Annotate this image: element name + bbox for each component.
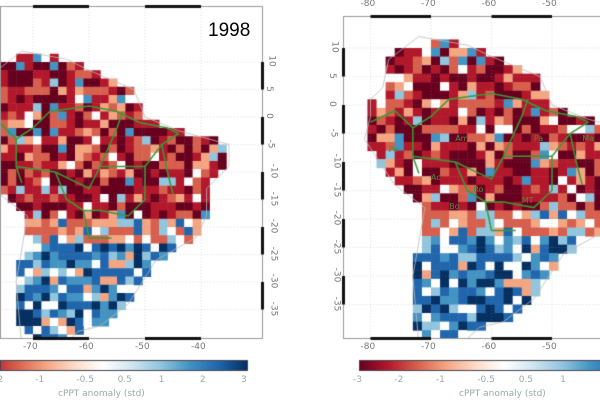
y-tick: -30 xyxy=(268,273,279,289)
map-year-label: 1998 xyxy=(208,20,251,41)
x-tick-bottom: -50 xyxy=(542,342,557,352)
region-label: Ro xyxy=(473,184,484,194)
region-label: Am xyxy=(455,133,469,143)
colorbar-label: cPPT anomaly (std) xyxy=(459,389,546,399)
region-label: Pe xyxy=(388,144,399,154)
y-tick: -5 xyxy=(328,128,339,137)
x-tick-bottom: -60 xyxy=(79,342,94,352)
y-tick: 10 xyxy=(329,41,340,53)
x-tick-bottom: -40 xyxy=(191,342,206,352)
colorbar-tick: -1 xyxy=(435,375,445,385)
region-label: MT xyxy=(521,196,534,206)
x-tick-top: -70 xyxy=(421,0,436,9)
y-tick: -25 xyxy=(268,246,279,261)
colorbar-tick: -2 xyxy=(0,375,4,385)
x-tick-bottom: -80 xyxy=(360,342,376,352)
y-tick: -10 xyxy=(268,163,279,179)
x-tick-bottom: -60 xyxy=(481,342,497,352)
y-tick: -15 xyxy=(268,191,279,206)
y-tick: 10 xyxy=(266,55,277,67)
colorbar-tick: 2 xyxy=(199,375,206,385)
colorbar-tick: 0.5 xyxy=(117,375,132,385)
region-label: Ac xyxy=(431,173,441,183)
x-tick-top: -80 xyxy=(360,0,376,9)
x-tick-bottom: -50 xyxy=(135,342,150,352)
y-tick: -15 xyxy=(331,182,342,197)
region-label: Pa xyxy=(533,133,544,143)
colorbar-tick: -3 xyxy=(353,375,362,385)
y-tick: -30 xyxy=(331,267,342,283)
colorbar-tick: 0.5 xyxy=(518,375,534,385)
y-tick: -20 xyxy=(268,218,279,234)
y-tick: -35 xyxy=(331,296,342,311)
colorbar-tick: 3 xyxy=(241,375,247,385)
y-tick: -35 xyxy=(268,301,279,316)
y-tick: -5 xyxy=(265,139,276,148)
colorbar-tick: -0.5 xyxy=(477,375,495,385)
x-tick-bottom: -70 xyxy=(421,342,436,352)
y-tick: 5 xyxy=(326,72,337,79)
x-tick-top: -50 xyxy=(542,0,557,9)
colorbar-label: cPPT anomaly (std) xyxy=(58,389,145,399)
y-tick: -20 xyxy=(331,210,342,226)
y-tick: 0 xyxy=(326,101,337,107)
colorbar-tick: -1 xyxy=(35,375,45,385)
colorbar-tick: 1 xyxy=(158,375,165,385)
y-tick: -25 xyxy=(331,239,342,254)
y-tick: -10 xyxy=(331,153,342,169)
region-label: Ma xyxy=(582,133,595,143)
region-label: Bo xyxy=(449,201,460,211)
colorbar-tick: -2 xyxy=(394,375,404,385)
x-tick-top: -60 xyxy=(481,0,497,9)
y-tick: 5 xyxy=(263,85,274,92)
x-tick-bottom: -70 xyxy=(23,342,38,352)
colorbar-tick: -0.5 xyxy=(76,375,94,385)
y-tick: 0 xyxy=(263,113,274,119)
colorbar-tick: 1 xyxy=(560,375,566,385)
